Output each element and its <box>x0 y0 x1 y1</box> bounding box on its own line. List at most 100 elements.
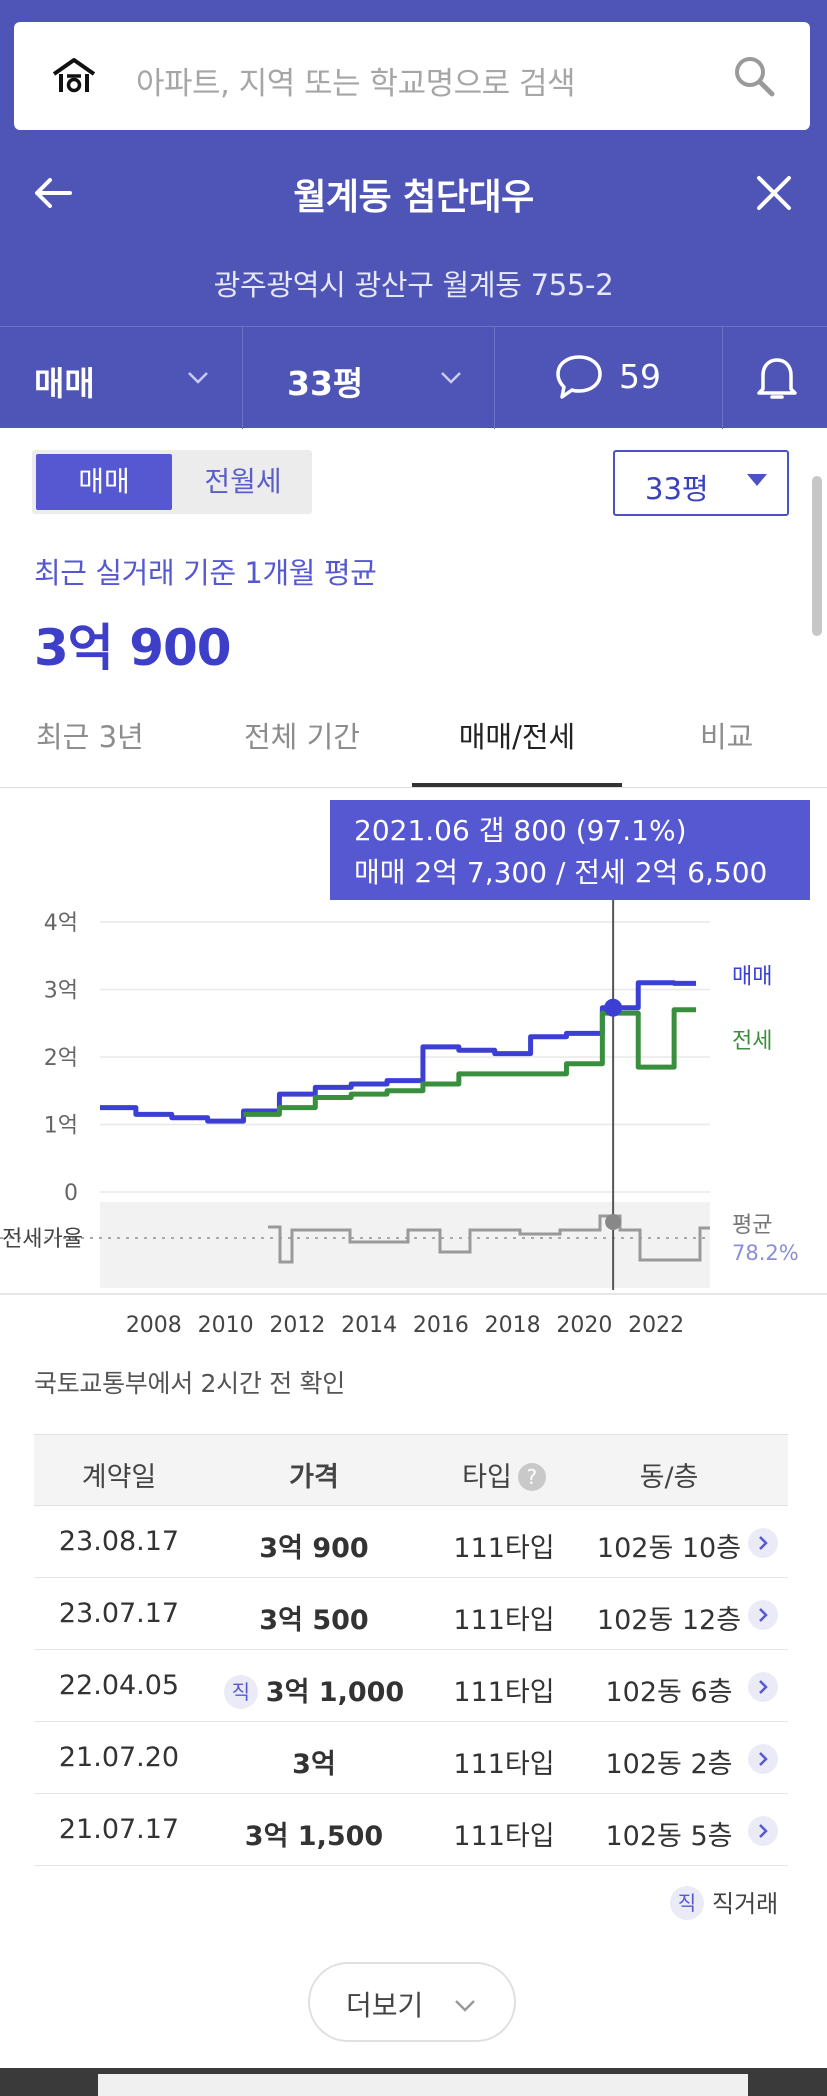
toggle-sale[interactable]: 매매 <box>36 454 172 510</box>
bell-icon <box>757 358 797 399</box>
direct-deal-legend: 직 직거래 <box>670 1884 778 1920</box>
y-tick-label: 2억 <box>44 1046 78 1071</box>
deal-type-filter[interactable]: 매매 <box>0 327 243 429</box>
size-dropdown-value: 33평 <box>645 472 709 506</box>
row-price-value: 3억 <box>292 1749 336 1780</box>
search-icon[interactable] <box>732 54 776 98</box>
speech-bubble-icon <box>556 355 602 399</box>
chevron-down-icon <box>455 2000 475 2012</box>
table-row[interactable]: 21.07.20 3억 111타입 102동 2층 <box>34 1722 788 1794</box>
row-price-value: 3억 1,500 <box>244 1821 384 1852</box>
ratio-avg-value: 78.2% <box>732 1241 799 1265</box>
row-price: 3억 500 <box>204 1598 424 1637</box>
row-detail-arrow-icon[interactable] <box>748 1816 778 1846</box>
divider <box>0 1293 827 1295</box>
tab-compare[interactable]: 비교 <box>700 720 754 754</box>
avg-price: 3억 900 <box>34 619 232 677</box>
table-row[interactable]: 22.04.05 직 3억 1,000 111타입 102동 6층 <box>34 1650 788 1722</box>
x-tick-label: 2020 <box>556 1313 612 1338</box>
header-date: 계약일 <box>81 1462 157 1493</box>
search-input[interactable]: 아파트, 지역 또는 학교명으로 검색 <box>136 66 576 102</box>
row-price: 3억 <box>204 1742 424 1781</box>
table-body: 23.08.17 3억 900 111타입 102동 10층 23.07.17 3억 50… <box>34 1506 788 1866</box>
ratio-line <box>268 1214 710 1264</box>
price-chart[interactable]: 0 1억 2억 3억 4억 매매 전세 전세가율 평균 78.2% 2008 2010 2012 2014… <box>0 790 827 1350</box>
row-detail-arrow-icon[interactable] <box>748 1672 778 1702</box>
row-unit: 102동 10층 <box>596 1533 742 1564</box>
help-icon[interactable]: ? <box>517 1463 546 1491</box>
table-row[interactable]: 21.07.17 3억 1,500 111타입 102동 5층 <box>34 1794 788 1866</box>
row-price-value: 3억 500 <box>259 1605 369 1636</box>
row-type: 111타입 <box>453 1605 555 1636</box>
toggle-rent[interactable]: 전월세 <box>204 465 282 498</box>
size-dropdown[interactable]: 33평 <box>613 450 789 516</box>
row-date: 22.04.05 <box>58 1670 180 1701</box>
close-icon[interactable] <box>751 170 797 216</box>
size-label: 33평 <box>287 364 364 403</box>
row-price-value: 3억 900 <box>259 1533 369 1564</box>
header-unit: 동/층 <box>639 1462 699 1493</box>
row-date: 21.07.17 <box>58 1814 180 1845</box>
row-type: 111타입 <box>453 1677 555 1708</box>
row-type: 111타입 <box>453 1749 555 1780</box>
comments-button[interactable]: 59 <box>495 327 723 429</box>
deal-toggle: 매매 전월세 <box>32 450 312 514</box>
tab-recent-3y[interactable]: 최근 3년 <box>36 720 144 754</box>
series-label: 전세 <box>732 1029 772 1054</box>
cursor-dot-sale <box>604 998 623 1017</box>
chart-tooltip: 2021.06 갭 800 (97.1%) 매매 2억 7,300 / 전세 2… <box>330 800 810 900</box>
tab-sale-jeonse[interactable]: 매매/전세 <box>458 720 576 754</box>
x-tick-label: 2014 <box>341 1313 397 1338</box>
transaction-table: 계약일 가격 타입? 동/층 23.08.17 3억 900 111타입 102동 1… <box>34 1434 788 1866</box>
app-header: 아파트, 지역 또는 학교명으로 검색 월계동 첨단대우 광주광역시 광산구 월… <box>0 0 827 429</box>
more-button-label: 더보기 <box>346 1989 424 2022</box>
direct-badge: 직 <box>223 1675 258 1709</box>
row-detail-arrow-icon[interactable] <box>748 1600 778 1630</box>
ratio-label: 전세가율 <box>2 1227 83 1252</box>
more-button[interactable]: 더보기 <box>308 1962 516 2042</box>
series-line-1 <box>243 1007 696 1117</box>
tab-all-period[interactable]: 전체 기간 <box>244 720 360 754</box>
avg-price-label: 최근 실거래 기준 1개월 평균 <box>34 556 377 590</box>
comment-count: 59 <box>619 357 661 396</box>
bottom-bar-segment <box>98 2074 748 2096</box>
y-tick-label: 3억 <box>44 979 78 1004</box>
tooltip-prices: 매매 2억 7,300 / 전세 2억 6,500 <box>354 856 768 889</box>
row-price: 3억 1,500 <box>204 1814 424 1853</box>
bottom-bar <box>0 2068 827 2096</box>
cursor-dot-ratio <box>605 1214 622 1230</box>
row-price: 3억 900 <box>204 1526 424 1565</box>
scrollbar[interactable] <box>812 476 822 636</box>
data-source-note: 국토교통부에서 2시간 전 확인 <box>34 1369 345 1398</box>
table-header: 계약일 가격 타입? 동/층 <box>34 1434 788 1506</box>
x-tick-label: 2008 <box>126 1313 182 1338</box>
x-tick-label: 2022 <box>628 1313 684 1338</box>
table-row[interactable]: 23.08.17 3억 900 111타입 102동 10층 <box>34 1506 788 1578</box>
row-unit: 102동 6층 <box>605 1677 733 1708</box>
header-type: 타입? <box>424 1455 584 1494</box>
row-unit: 102동 2층 <box>605 1749 733 1780</box>
row-detail-arrow-icon[interactable] <box>748 1744 778 1774</box>
alert-button[interactable] <box>723 327 827 429</box>
row-date: 23.08.17 <box>58 1526 180 1557</box>
row-unit: 102동 5층 <box>605 1821 733 1852</box>
row-type: 111타입 <box>453 1821 555 1852</box>
back-arrow-icon[interactable] <box>30 170 76 216</box>
x-tick-label: 2016 <box>413 1313 469 1338</box>
y-tick-label: 0 <box>64 1181 78 1206</box>
y-tick-label: 1억 <box>44 1114 78 1139</box>
row-date: 23.07.17 <box>58 1598 180 1629</box>
search-bar[interactable]: 아파트, 지역 또는 학교명으로 검색 <box>14 22 810 130</box>
direct-legend-label: 직거래 <box>712 1890 779 1918</box>
x-tick-label: 2010 <box>198 1313 254 1338</box>
tooltip-gap: 2021.06 갭 800 (97.1%) <box>354 814 687 847</box>
size-filter[interactable]: 33평 <box>243 327 495 429</box>
chevron-down-icon <box>188 372 208 384</box>
chevron-down-icon <box>441 372 461 384</box>
table-row[interactable]: 23.07.17 3억 500 111타입 102동 12층 <box>34 1578 788 1650</box>
deal-type-label: 매매 <box>34 364 95 403</box>
caret-down-icon <box>747 474 767 486</box>
row-detail-arrow-icon[interactable] <box>748 1528 778 1558</box>
header-type-label: 타입 <box>462 1462 512 1493</box>
